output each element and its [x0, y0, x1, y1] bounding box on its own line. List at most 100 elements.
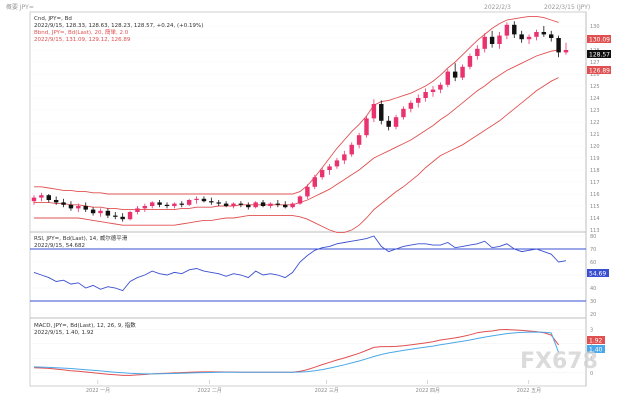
candle-body [105, 210, 111, 216]
upper-band-label: 130.09 [589, 37, 610, 44]
price-tick-label: 122 [590, 120, 600, 126]
candle-body [489, 36, 495, 44]
candle-body [157, 202, 162, 205]
price-grid [30, 25, 586, 231]
macd-legend-line: 2022/9/15, 1.40, 1.92 [34, 330, 94, 336]
candle-body [504, 24, 510, 36]
price-tick-label: 115 [590, 204, 600, 210]
candle-body [290, 203, 295, 208]
price-tick-label: 117 [590, 180, 600, 186]
price-tick-label: 124 [590, 96, 600, 102]
macd-value-label-bg [587, 336, 605, 344]
candle-body [305, 186, 310, 197]
candle-body [541, 32, 547, 35]
candle-body [260, 202, 266, 206]
rsi-lines [30, 235, 586, 302]
price-tick-label: 114 [590, 216, 600, 222]
candle-body [223, 203, 229, 206]
lower-band-label-bg [587, 66, 611, 74]
candle-body [268, 203, 273, 206]
candle-body [445, 71, 450, 85]
candle-body [179, 203, 184, 205]
candle-body [68, 204, 74, 209]
rsi-tick-label: 80 [590, 234, 596, 240]
rsi-legend-line: RSI, JPY=, Bd(Last), 14, 威尔德平滑 [34, 234, 128, 242]
candle-body [297, 196, 303, 204]
candle-body [327, 166, 332, 170]
price-legend-line: 2022/9/15, 128.33, 128.63, 128.23, 128.5… [34, 23, 203, 29]
candle-body [61, 202, 66, 205]
price-tick-label: 113 [590, 228, 600, 234]
candle-body [312, 177, 317, 187]
candle-body [127, 212, 133, 220]
timestamp: 2022/2/3 [484, 4, 511, 11]
price-legend-line: Bbnd, JPY=, Bd(Last), 20, 簡単, 2.0 [34, 28, 129, 36]
price-tick-label: 130 [590, 24, 600, 30]
price-tick-label: 121 [590, 132, 600, 138]
price-tick-label: 116 [590, 192, 600, 198]
candle-body [563, 50, 569, 53]
bollinger-middle-line [34, 49, 559, 211]
candle-body [379, 104, 384, 121]
candle-body [98, 210, 103, 214]
candle-body [120, 216, 125, 220]
candle-body [423, 92, 428, 98]
rsi-tick-label: 30 [590, 299, 596, 305]
price-legend-line: Cnd, JPY=, Bd [34, 16, 72, 22]
candle-body [349, 144, 354, 155]
x-tick-label: 2022 一月 [86, 388, 110, 394]
price-tick-label: 118 [590, 168, 600, 174]
last-price-label: 128.57 [589, 52, 610, 59]
candle-body [467, 56, 473, 67]
candle-body [342, 154, 347, 161]
x-tick-label: 2022 四月 [416, 388, 440, 394]
candle-body [231, 203, 236, 206]
upper-band-label-bg [587, 35, 611, 43]
candle-body [334, 160, 340, 167]
macd-tick-label: 0 [590, 371, 593, 377]
candle-body [401, 108, 406, 118]
candle-body [275, 203, 281, 205]
candle-body [53, 200, 59, 203]
candle-body [371, 104, 377, 119]
candle-body [209, 201, 214, 203]
candle-body [76, 206, 81, 209]
rsi-tick-label: 70 [590, 247, 596, 253]
bollinger-bands [34, 15, 559, 233]
candle-body [201, 198, 207, 202]
price-tick-label: 123 [590, 108, 600, 114]
x-axis: 2022 一月 2022 二月 2022 三月 2022 四月 2022 五月 [86, 380, 541, 394]
price-legend-line: 2022/9/15, 131.09, 129.12, 126.89 [34, 37, 131, 43]
macd-series-line [33, 328, 559, 376]
candle-body [364, 118, 369, 136]
candle-body [319, 170, 325, 178]
candle-body [283, 204, 288, 208]
macd-tick-label: 2 [590, 342, 593, 348]
macd-y-axis: 3 2 1 0 [590, 327, 593, 377]
x-tick-label: 2022 二月 [198, 388, 222, 394]
candle-body [90, 209, 96, 214]
macd-legend-line: MACD, JPY=, Bd(Last), 12, 26, 9, 指数 [34, 321, 136, 329]
candle-body [393, 117, 399, 127]
candle-body [356, 135, 362, 145]
rsi-tick-label: 20 [590, 312, 596, 318]
candle-body [216, 202, 221, 204]
candle-body [438, 84, 443, 90]
x-tick-label: 2022 五月 [517, 388, 541, 394]
candle-body [164, 204, 170, 206]
candle-body [186, 200, 192, 205]
price-tick-label: 119 [590, 156, 600, 162]
candle-body [452, 71, 458, 78]
candle-body [194, 198, 199, 200]
candle-body [150, 202, 155, 206]
lower-band-label: 126.89 [589, 68, 610, 75]
signal-value-label: 1.40 [589, 347, 603, 354]
candle-body [408, 102, 414, 109]
candle-body [430, 89, 436, 92]
candle-body [534, 32, 539, 37]
candle-body [482, 36, 487, 49]
candle-body [556, 38, 561, 53]
candle-body [31, 197, 37, 202]
